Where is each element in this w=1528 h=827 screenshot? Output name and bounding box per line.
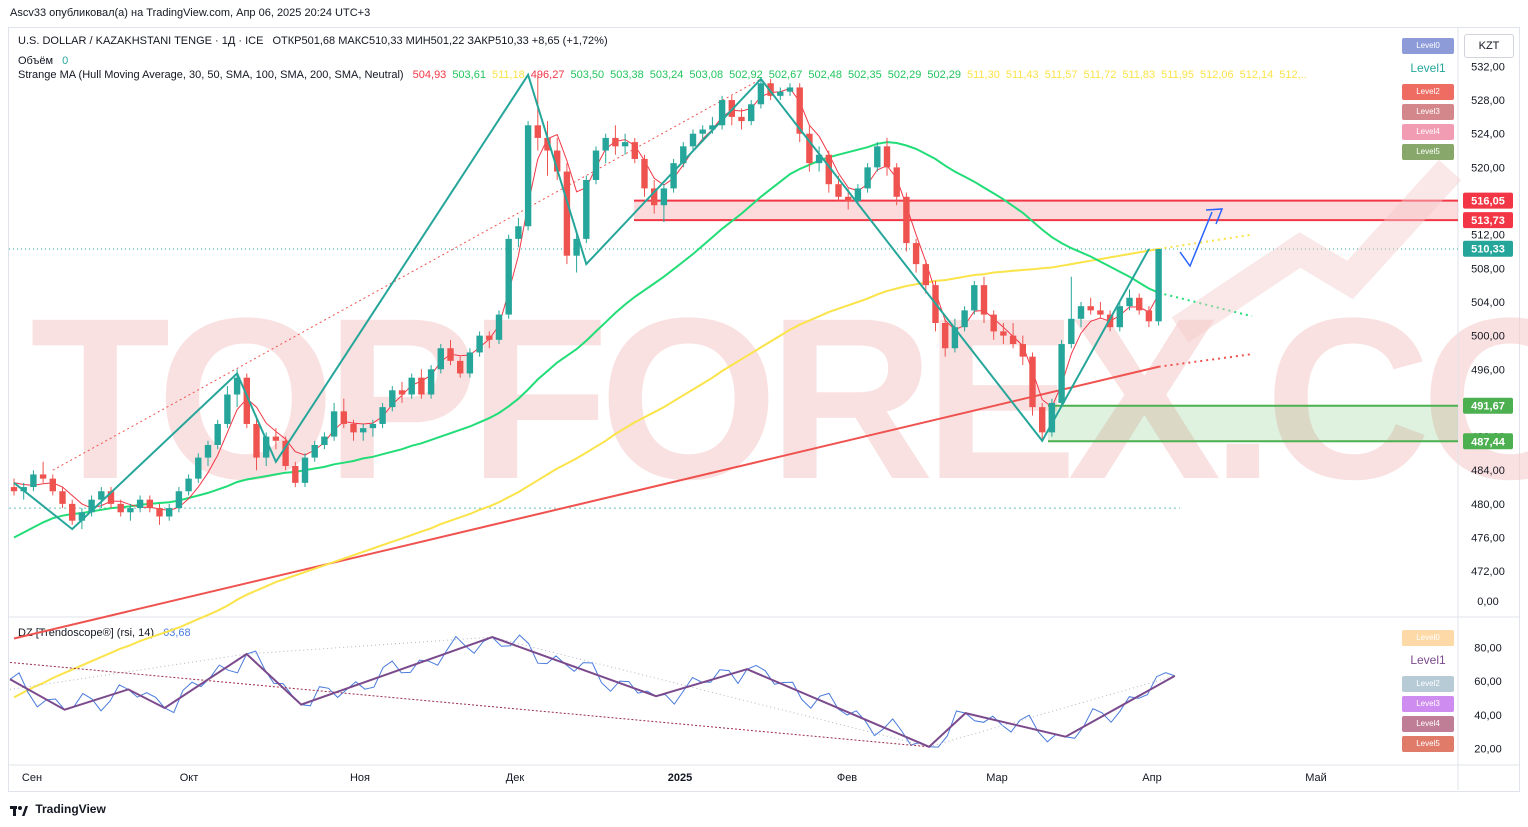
ma-value: 511,30 [967, 69, 1000, 81]
ma-value: 503,24 [649, 69, 684, 81]
ma-value: 512,.. [1279, 69, 1307, 81]
level-button-0[interactable]: Level0 [1402, 630, 1454, 646]
level-button-4[interactable]: Level4 [1402, 124, 1454, 140]
ma-value: 511,83 [1122, 69, 1156, 81]
ma-value: 502,29 [887, 69, 922, 81]
legend-symbol: U.S. DOLLAR / KAZAKHSTANI TENGE · 1Д · I… [18, 35, 614, 47]
ma-value: 503,38 [610, 69, 644, 81]
ma-value: 496,27 [530, 69, 565, 81]
ma-value: 502,35 [848, 69, 882, 81]
level-button-0[interactable]: Level0 [1402, 38, 1454, 54]
level-button-3[interactable]: Level3 [1402, 696, 1454, 712]
ma-value: 511,18 [491, 69, 525, 81]
ma-values: 504,93 503,61 511,18 496,27 503,50 503,38 503,… [413, 69, 1313, 81]
chart-frame [8, 27, 1520, 792]
ma-value: 511,95 [1161, 69, 1194, 81]
ma-value: 511,57 [1044, 69, 1078, 81]
symbol-title[interactable]: U.S. DOLLAR / KAZAKHSTANI TENGE · 1Д · I… [18, 35, 264, 47]
level-button-2[interactable]: Level2 [1402, 84, 1454, 100]
ma-value: 504,93 [412, 69, 447, 81]
ma-value: 502,29 [927, 69, 962, 81]
ma-value: 502,67 [768, 69, 803, 81]
tradingview-logo-icon [10, 805, 28, 816]
level-button-2[interactable]: Level2 [1402, 676, 1454, 692]
currency-button[interactable]: KZT [1464, 34, 1514, 58]
level-button-5[interactable]: Level5 [1402, 736, 1454, 752]
level-button-1[interactable]: Level1 [1402, 650, 1454, 670]
legend-volume: Объём 0 [18, 55, 74, 67]
ohlc-values: ОТКР501,68 МАКС510,33 МИН501,22 ЗАКР510,… [272, 35, 608, 47]
ma-value: 511,43 [1005, 69, 1039, 81]
footer-brand[interactable]: TradingView [10, 802, 106, 816]
ma-value: 502,48 [808, 69, 843, 81]
level-button-4[interactable]: Level4 [1402, 716, 1454, 732]
volume-label[interactable]: Объём [18, 55, 54, 67]
legend-ma: Strange MA (Hull Moving Average, 30, 50,… [18, 69, 1319, 81]
publish-info: Ascv33 опубликовал(а) на TradingView.com… [10, 7, 371, 19]
volume-value: 0 [62, 55, 69, 67]
level-button-1[interactable]: Level1 [1402, 58, 1454, 78]
legend-indicator: DZ [Trendoscope®] (rsi, 14) 63,68 [18, 627, 197, 639]
indicator-label[interactable]: DZ [Trendoscope®] (rsi, 14) [18, 627, 155, 639]
ma-value: 512,06 [1199, 69, 1234, 81]
ma-value: 503,08 [689, 69, 724, 81]
ma-label[interactable]: Strange MA (Hull Moving Average, 30, 50,… [18, 69, 404, 81]
ma-value: 511,72 [1083, 69, 1117, 81]
ma-value: 512,14 [1239, 69, 1274, 81]
ma-value: 502,92 [729, 69, 763, 81]
ma-value: 503,61 [452, 69, 486, 81]
footer-brand-text: TradingView [35, 802, 106, 816]
level-button-3[interactable]: Level3 [1402, 104, 1454, 120]
indicator-value: 63,68 [163, 627, 191, 639]
ma-value: 503,50 [570, 69, 605, 81]
level-button-5[interactable]: Level5 [1402, 144, 1454, 160]
